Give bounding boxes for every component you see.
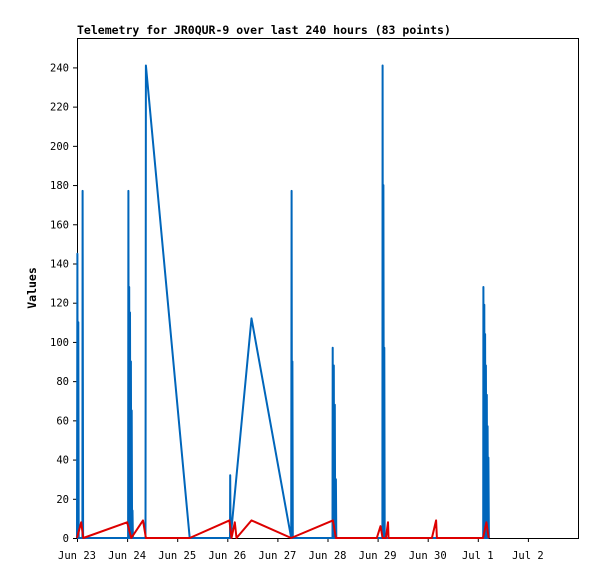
- x-tick-label: Jun 28: [309, 550, 347, 562]
- y-tick-label: 80: [56, 376, 69, 388]
- y-tick-label: 100: [50, 337, 69, 349]
- y-tick-label: 120: [50, 298, 69, 310]
- x-tick-label: Jun 25: [158, 550, 196, 562]
- x-axis-ticks: Jun 23 Jun 24 Jun 25 Jun 26 Jun 27 Jun 28 Jun …: [58, 538, 544, 562]
- y-tick-label: 0: [63, 533, 69, 545]
- y-axis-ticks: 0 20 40 60 80 100 120 140 160 180 200 220 240: [50, 62, 77, 545]
- y-tick-label: 220: [50, 102, 69, 114]
- y-tick-label: 180: [50, 180, 69, 192]
- plot-area-frame: [77, 38, 579, 539]
- y-tick-label: 40: [56, 455, 69, 467]
- series-line-1: [76, 64, 490, 539]
- x-tick-label: Jun 24: [108, 550, 146, 562]
- y-tick-label: 20: [56, 494, 69, 506]
- series-line-2: [76, 519, 490, 539]
- x-tick-label: Jun 27: [258, 550, 296, 562]
- x-tick-label: Jun 30: [409, 550, 447, 562]
- x-tick-label: Jun 29: [359, 550, 397, 562]
- x-tick-label: Jun 26: [208, 550, 246, 562]
- y-axis-label: Values: [25, 267, 39, 309]
- x-tick-label: Jul 1: [462, 550, 494, 562]
- x-tick-label: Jun 23: [58, 550, 96, 562]
- chart-title: Telemetry for JR0QUR-9 over last 240 hou…: [77, 23, 451, 37]
- x-tick-label: Jul 2: [512, 550, 544, 562]
- y-tick-label: 240: [50, 62, 69, 74]
- y-tick-label: 160: [50, 219, 69, 231]
- y-tick-label: 140: [50, 258, 69, 270]
- y-tick-label: 60: [56, 415, 69, 427]
- y-tick-label: 200: [50, 141, 69, 153]
- series-layer: [76, 64, 490, 539]
